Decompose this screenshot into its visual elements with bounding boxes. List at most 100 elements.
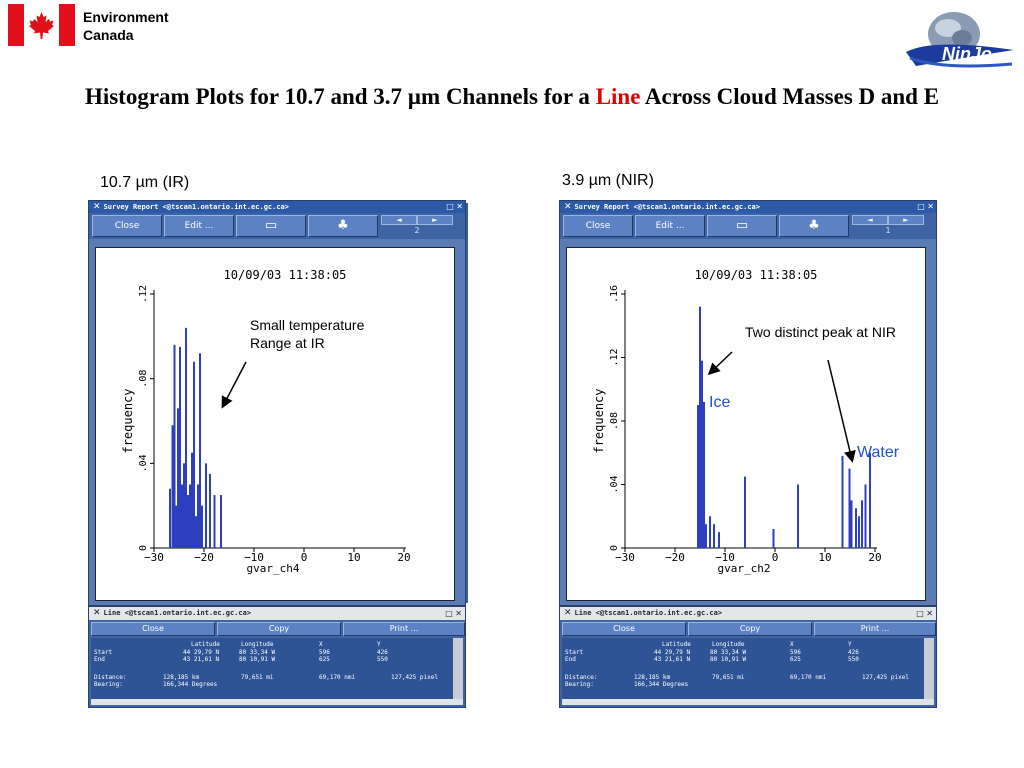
- histogram-bar: [205, 463, 207, 548]
- window-controls[interactable]: □ ✕: [916, 609, 933, 618]
- start-label: Start: [565, 649, 584, 656]
- window-title: Survey Report <@tscan1.ontario.int.ec.gc…: [103, 203, 289, 211]
- end-y: 550: [377, 656, 388, 663]
- histogram-bar: [209, 473, 211, 548]
- line-window-right: ✕ Line <@tscan1.ontario.int.ec.gc.ca> □ ✕…: [559, 606, 937, 708]
- canada-flag-logo: [8, 4, 75, 46]
- histogram-bar: [861, 500, 863, 548]
- col-header-y: Y: [377, 641, 381, 648]
- x-icon: ✕: [93, 608, 101, 618]
- distance-nmi: 69,170 nmi: [319, 674, 356, 681]
- export-icon[interactable]: ♣: [779, 215, 849, 237]
- histogram-bar: [744, 476, 746, 548]
- title-highlight: Line: [595, 84, 641, 109]
- window-controls[interactable]: □ ✕: [445, 609, 462, 618]
- histogram-bar: [709, 516, 711, 548]
- x-tick-label: −20: [194, 551, 214, 564]
- end-x: 625: [319, 656, 330, 663]
- vertical-scrollbar[interactable]: [453, 638, 463, 700]
- chart-timestamp: 10/09/03 11:38:05: [224, 268, 347, 282]
- next-page-button[interactable]: ►: [888, 215, 924, 225]
- start-x: 596: [319, 649, 330, 656]
- window-titlebar[interactable]: ✕ Survey Report <@tscan1.ontario.int.ec.g…: [89, 201, 465, 213]
- bearing-label: Bearing:: [94, 681, 123, 688]
- line-window-titlebar[interactable]: ✕ Line <@tscan1.ontario.int.ec.gc.ca>: [89, 607, 465, 620]
- line-window-title: Line <@tscan1.ontario.int.ec.gc.ca>: [103, 609, 252, 617]
- histogram-bar: [713, 524, 715, 548]
- start-lat: 44 29,79 N: [654, 649, 691, 656]
- line-window-titlebar[interactable]: ✕ Line <@tscan1.ontario.int.ec.gc.ca>: [560, 607, 936, 620]
- prev-page-button[interactable]: ◄: [381, 215, 417, 225]
- page-number: 2: [414, 226, 420, 235]
- prev-page-button[interactable]: ◄: [852, 215, 888, 225]
- histogram-bar: [699, 306, 701, 548]
- line-close-button[interactable]: Close: [562, 622, 686, 636]
- window-titlebar[interactable]: ✕ Survey Report <@tscan1.ontario.int.ec.g…: [560, 201, 936, 213]
- distance-mi: 79,651 mi: [241, 674, 274, 681]
- close-button[interactable]: Close: [563, 215, 633, 237]
- copy-button[interactable]: Copy: [688, 622, 812, 636]
- start-y: 426: [848, 649, 859, 656]
- histogram-bar: [193, 361, 195, 548]
- print-icon[interactable]: ▭: [236, 215, 306, 237]
- end-lon: 80 10,91 W: [710, 656, 747, 663]
- right-panel-label: 3.9 µm (NIR): [562, 172, 654, 189]
- edit-button[interactable]: Edit ...: [635, 215, 705, 237]
- histogram-bar: [201, 505, 203, 548]
- x-icon: ✕: [564, 202, 572, 212]
- window-toolbar: Close Edit ... ▭ ♣ ◄ ► 1: [560, 213, 936, 239]
- x-tick-label: 20: [397, 551, 410, 564]
- histogram-bar: [213, 495, 216, 548]
- col-header-y: Y: [848, 641, 852, 648]
- x-tick-label: 10: [818, 551, 831, 564]
- y-axis-title: frequency: [592, 388, 606, 453]
- export-icon[interactable]: ♣: [308, 215, 378, 237]
- histogram-bar: [197, 484, 199, 548]
- close-button[interactable]: Close: [92, 215, 162, 237]
- histogram-bar: [718, 532, 720, 548]
- histogram-bar: [177, 408, 179, 548]
- histogram-bar: [772, 528, 775, 548]
- histogram-bar: [173, 344, 176, 548]
- page-navigator: ◄ ► 1: [852, 215, 924, 237]
- start-x: 596: [790, 649, 801, 656]
- histogram-bar: [703, 401, 705, 548]
- nir-annotation: Two distinct peak at NIR: [745, 324, 896, 340]
- window-controls[interactable]: □ ✕: [446, 202, 463, 211]
- edit-button[interactable]: Edit ...: [164, 215, 234, 237]
- y-axis-title: frequency: [121, 388, 135, 453]
- histogram-plot-area: 10/09/03 11:38:05 −30 −20 −10 0 10 20 gvar_ch4 0…: [95, 247, 455, 601]
- status-bar: [91, 699, 463, 705]
- print-button[interactable]: Print ...: [814, 622, 936, 636]
- ninjo-logo: NinJo: [906, 12, 1014, 68]
- start-lat: 44 29,79 N: [183, 649, 220, 656]
- end-lon: 80 10,91 W: [239, 656, 276, 663]
- water-label: Water: [857, 444, 900, 461]
- start-lon: 80 33,34 W: [710, 649, 747, 656]
- x-tick-label: −10: [715, 551, 735, 564]
- window-title: Survey Report <@tscan1.ontario.int.ec.gc…: [574, 203, 760, 211]
- next-page-button[interactable]: ►: [417, 215, 453, 225]
- copy-button[interactable]: Copy: [217, 622, 341, 636]
- print-icon[interactable]: ▭: [707, 215, 777, 237]
- x-icon: ✕: [93, 202, 101, 212]
- start-lon: 80 33,34 W: [239, 649, 276, 656]
- histogram-bar: [697, 405, 699, 548]
- y-tick-label: .04: [609, 475, 620, 493]
- vertical-scrollbar[interactable]: [924, 638, 934, 700]
- col-header-x: X: [790, 641, 794, 648]
- end-lat: 43 21,61 N: [654, 656, 691, 663]
- histogram-bar: [705, 524, 707, 548]
- survey-report-window-right: ✕ Survey Report <@tscan1.ontario.int.ec.g…: [559, 200, 937, 606]
- line-window-left: ✕ Line <@tscan1.ontario.int.ec.gc.ca> □ ✕…: [88, 606, 466, 708]
- col-header-lat: Latitude: [191, 641, 220, 648]
- end-y: 550: [848, 656, 859, 663]
- window-controls[interactable]: □ ✕: [917, 202, 934, 211]
- distance-label: Distance:: [94, 674, 127, 681]
- bearing-label: Bearing:: [565, 681, 594, 688]
- histogram-chart-nir: 10/09/03 11:38:05−30 −20 −10 0 10 20gvar_ch20…: [592, 268, 882, 575]
- print-button[interactable]: Print ...: [343, 622, 465, 636]
- histogram-bar: [220, 495, 222, 548]
- line-close-button[interactable]: Close: [91, 622, 215, 636]
- histogram-bar: [187, 495, 189, 548]
